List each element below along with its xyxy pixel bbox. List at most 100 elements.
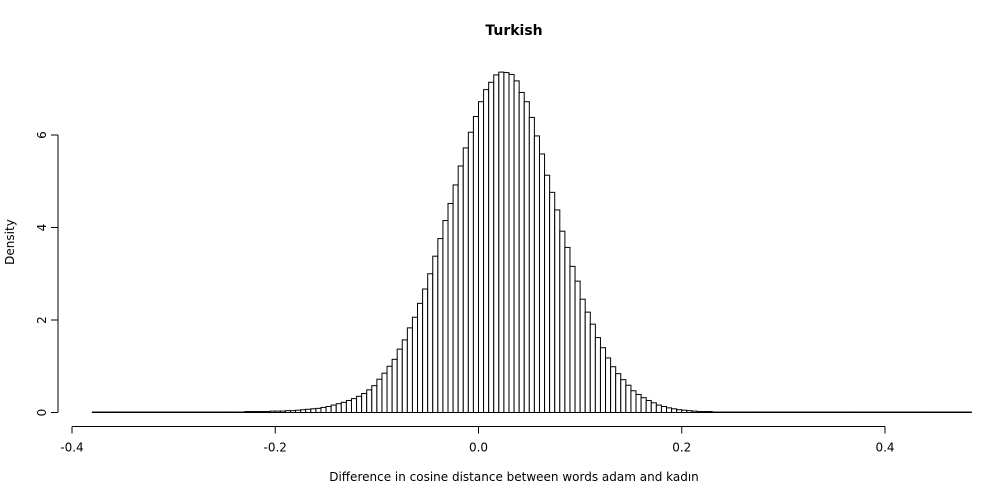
histogram-bar	[305, 408, 312, 414]
histogram-bar	[462, 147, 469, 413]
histogram-bar	[640, 397, 647, 414]
histogram-bar	[381, 372, 388, 413]
histogram-bar	[457, 165, 464, 413]
histogram-bar	[371, 385, 378, 413]
histogram-bar	[422, 288, 429, 414]
histogram-bar	[259, 411, 266, 414]
histogram-bar	[340, 401, 347, 414]
histogram-bar	[472, 116, 480, 413]
histogram-bar	[366, 389, 373, 413]
histogram-bar	[615, 373, 622, 413]
histogram-bar	[564, 246, 571, 413]
histogram-bar	[625, 384, 632, 413]
histogram-bar	[330, 404, 337, 414]
histogram-bar	[666, 407, 673, 413]
x-axis-tick-label: 0.2	[672, 441, 691, 455]
histogram-bar	[594, 337, 601, 414]
y-axis-tick-label: 6	[35, 131, 49, 139]
histogram-bar	[508, 73, 515, 413]
histogram-bar	[645, 399, 652, 414]
histogram-bar	[289, 410, 297, 413]
histogram-bar	[559, 230, 566, 413]
histogram-bar	[391, 358, 398, 413]
histogram-bar	[310, 408, 317, 413]
y-axis: 0 2 4 6	[35, 131, 59, 417]
histogram-bars	[91, 71, 972, 414]
histogram-bar	[264, 411, 271, 414]
histogram-bar	[244, 411, 251, 414]
histogram-bar	[401, 339, 408, 414]
histogram-bar	[681, 409, 688, 413]
histogram-bar	[660, 405, 668, 413]
histogram-bar	[554, 209, 561, 413]
histogram-bar	[483, 89, 490, 414]
histogram-bar	[584, 311, 591, 414]
x-axis-tick-label: 0.0	[469, 441, 488, 455]
histogram-bar	[356, 395, 363, 413]
histogram-bar	[589, 323, 596, 414]
x-axis-label: Difference in cosine distance between wo…	[329, 470, 699, 484]
histogram-bar	[538, 153, 546, 413]
histogram-bar	[254, 411, 261, 414]
histogram-bar	[579, 298, 586, 413]
histogram-bar	[696, 411, 703, 414]
histogram-bar	[610, 366, 617, 413]
x-axis-tick-label: 0.4	[875, 441, 894, 455]
histogram-bar	[325, 405, 332, 413]
histogram-bar	[249, 411, 256, 414]
histogram-bar	[503, 72, 510, 413]
histogram-bar	[478, 101, 485, 413]
histogram-bar	[432, 255, 439, 413]
histogram-bar	[691, 410, 698, 413]
histogram-bar	[437, 238, 444, 413]
histogram-bar	[269, 410, 276, 413]
y-axis-tick-label: 2	[35, 316, 49, 324]
histogram-bar	[320, 406, 327, 414]
histogram-bar	[650, 402, 657, 414]
x-axis: -0.4 -0.2 0.0 0.2 0.4	[60, 426, 895, 455]
histogram-bar	[655, 404, 662, 414]
histogram-bar	[599, 347, 607, 413]
histogram-bar	[295, 409, 302, 413]
histogram-bar	[498, 71, 505, 413]
histogram-bar	[518, 91, 525, 413]
histogram-bar	[396, 348, 403, 414]
histogram-bar	[427, 273, 434, 413]
histogram-bar	[361, 393, 368, 414]
histogram-bar	[350, 398, 358, 413]
y-axis-label: Density	[3, 219, 17, 265]
histogram-bar	[630, 390, 637, 414]
histogram-bar	[335, 403, 342, 413]
y-axis-tick-label: 0	[35, 409, 49, 417]
histogram-bar	[315, 407, 322, 413]
histogram-bar	[701, 411, 708, 414]
histogram-bar	[279, 410, 286, 413]
histogram-bar	[635, 393, 642, 413]
histogram-bar	[386, 365, 393, 413]
histogram-bar	[605, 357, 612, 413]
histogram-bar	[411, 316, 419, 414]
chart-title: Turkish	[485, 23, 542, 39]
histogram-bar	[467, 131, 474, 413]
histogram-bar	[452, 184, 459, 413]
x-axis-tick-label: -0.2	[264, 441, 287, 455]
histogram-bar	[447, 202, 454, 413]
histogram-bar	[488, 81, 495, 414]
x-axis-tick-label: -0.4	[60, 441, 83, 455]
histogram-bar	[676, 409, 683, 414]
histogram-bar	[513, 80, 520, 413]
histogram-bar	[528, 116, 535, 414]
histogram-bar	[671, 408, 678, 413]
y-axis-tick-label: 4	[35, 224, 49, 232]
histogram-bar	[417, 302, 424, 414]
histogram-bar	[686, 410, 693, 413]
histogram-bar	[376, 378, 383, 414]
histogram-bar	[620, 379, 627, 414]
histogram-bar	[300, 409, 307, 414]
histogram-bar	[493, 74, 500, 413]
histogram-bar	[345, 399, 352, 414]
histogram-bar	[274, 410, 281, 413]
histogram-bar	[574, 280, 581, 413]
